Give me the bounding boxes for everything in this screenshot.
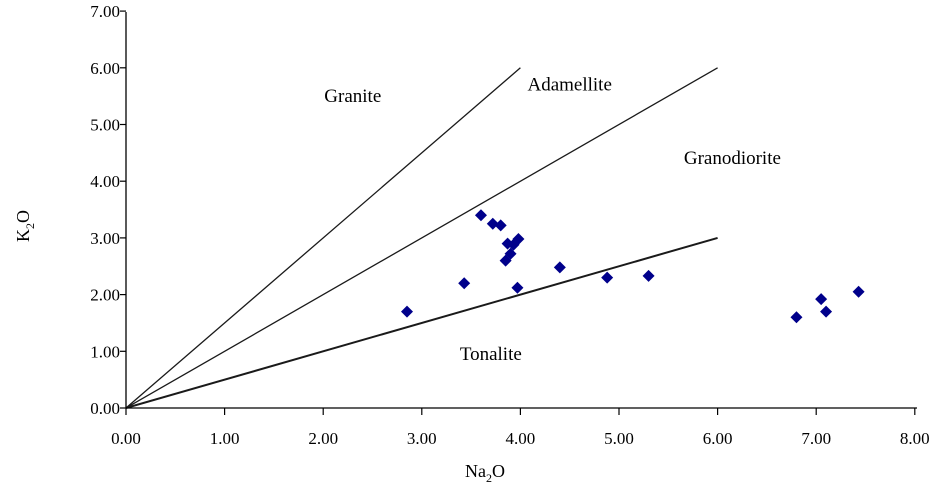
data-point	[790, 311, 803, 324]
region-label-granodiorite: Granodiorite	[684, 148, 781, 169]
data-point	[494, 219, 507, 232]
x-ticks: 0.00 1.00 2.00 3.00 4.00 5.00 6.00 7.00 8.00	[111, 408, 930, 448]
region-label-adamellite: Adamellite	[527, 74, 611, 95]
data-point	[601, 271, 614, 284]
data-point	[642, 269, 655, 282]
x-tick-label: 6.00	[703, 429, 733, 448]
data-point	[458, 277, 471, 290]
y-tick-label: 2.00	[90, 286, 120, 305]
y-ticks: 0.00 1.00 2.00 3.00 4.00 5.00 6.00 7.00	[90, 2, 126, 418]
data-point	[504, 247, 517, 260]
y-tick-label: 3.00	[90, 229, 120, 248]
x-axis-label-tail: O	[492, 461, 505, 481]
y-tick-label: 4.00	[90, 172, 120, 191]
y-tick-label: 7.00	[90, 2, 120, 21]
divider-line-3	[125, 236, 718, 409]
x-tick-label: 0.00	[111, 429, 141, 448]
data-points	[401, 209, 865, 324]
region-labels: Granite Adamellite Granodiorite Tonalite	[324, 74, 781, 364]
axes	[125, 12, 917, 409]
x-axis-label-sub: 2	[486, 471, 492, 485]
x-tick-label: 5.00	[604, 429, 634, 448]
y-axis-label: K2O	[13, 210, 37, 242]
x-tick-label: 4.00	[506, 429, 536, 448]
data-point	[820, 305, 833, 318]
x-tick-label: 3.00	[407, 429, 437, 448]
divider-line-1	[125, 67, 521, 409]
data-point	[474, 209, 487, 222]
x-axis-label-main: Na	[465, 461, 486, 481]
data-point	[486, 217, 499, 230]
data-point	[401, 305, 414, 318]
data-point	[553, 261, 566, 274]
x-tick-label: 8.00	[900, 429, 930, 448]
y-axis-label-main: K	[13, 229, 33, 242]
region-label-granite: Granite	[324, 86, 381, 107]
data-point	[512, 233, 525, 246]
x-tick-label: 7.00	[801, 429, 831, 448]
y-tick-label: 0.00	[90, 399, 120, 418]
data-point	[499, 254, 512, 267]
x-tick-label: 2.00	[308, 429, 338, 448]
data-point	[815, 293, 828, 306]
x-tick-label: 1.00	[210, 429, 240, 448]
x-axis-label: Na2O	[465, 461, 505, 485]
data-point	[511, 281, 524, 294]
data-point	[852, 285, 865, 298]
y-axis-label-sub: 2	[23, 223, 37, 229]
region-label-tonalite: Tonalite	[460, 344, 522, 365]
y-tick-label: 5.00	[90, 116, 120, 135]
y-tick-label: 6.00	[90, 59, 120, 78]
divider-lines	[125, 67, 718, 409]
divider-line-2	[125, 67, 718, 409]
y-tick-label: 1.00	[90, 342, 120, 361]
y-axis-label-tail: O	[13, 210, 33, 223]
